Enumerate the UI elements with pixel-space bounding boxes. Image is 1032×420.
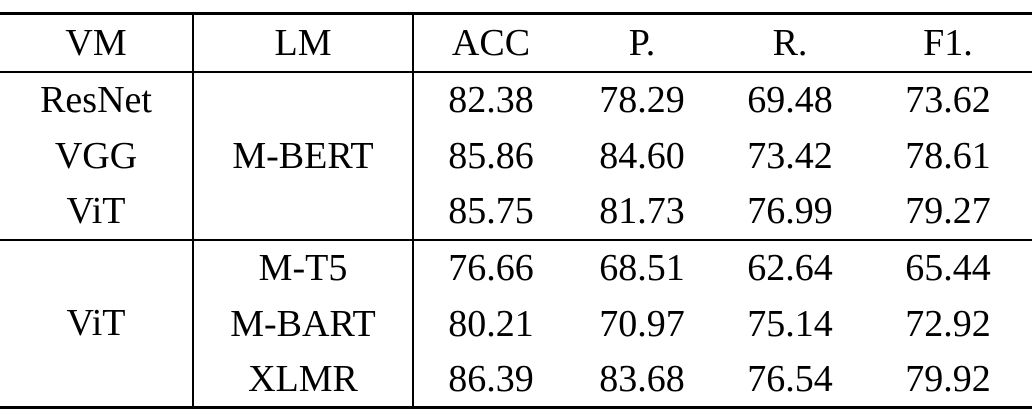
table-row: M-BART 80.21 70.97 75.14 72.92 <box>0 295 1032 352</box>
cell-precision: 68.51 <box>568 238 716 296</box>
cell-acc: 80.21 <box>448 302 534 345</box>
cell-f1: 78.61 <box>905 134 991 177</box>
cell-f1: 79.92 <box>905 357 991 400</box>
cell-lm: XLMR <box>193 351 414 408</box>
cell-lm: M-BART <box>193 295 414 352</box>
col-header-r: R. <box>716 13 864 73</box>
cell-f1: 65.44 <box>864 238 1032 296</box>
header-row: VM LM ACC P. R. F1. <box>0 13 1032 73</box>
cell-precision: 81.73 <box>599 190 685 232</box>
cell-lm-shared: M-BERT <box>193 71 414 240</box>
cell-f1: 79.27 <box>905 190 991 232</box>
cell-recall: 62.64 <box>716 238 864 296</box>
cell-vm: ResNet <box>0 71 194 128</box>
table-row: ResNet M-BERT 82.38 78.29 69.48 73.62 <box>0 71 1032 240</box>
cell-precision: 78.29 <box>599 79 685 121</box>
cell-f1: 73.62 <box>905 79 991 121</box>
col-header-p: P. <box>568 13 716 73</box>
cell-recall: 69.48 <box>747 79 833 121</box>
cell-acc: 85.86 <box>448 134 534 177</box>
col-header-f1: F1. <box>864 13 1032 73</box>
cell-precision: 83.68 <box>599 357 685 400</box>
cell-vm: ViT <box>0 183 194 240</box>
cell-recall: 73.42 <box>747 134 833 177</box>
table-row: ViT 85.75 81.73 76.99 79.27 <box>0 183 1032 240</box>
results-table: VM LM ACC P. R. F1. ResNet M-BERT 82.38 … <box>0 12 1032 409</box>
cell-acc: 85.75 <box>448 190 534 232</box>
cell-recall: 76.99 <box>747 190 833 232</box>
cell-vm-shared: ViT <box>0 238 194 408</box>
cell-recall: 76.54 <box>747 357 833 400</box>
col-header-vm: VM <box>0 13 194 73</box>
cell-f1: 72.92 <box>905 302 991 345</box>
cell-acc: 82.38 <box>448 79 534 121</box>
table-row: XLMR 86.39 83.68 76.54 79.92 <box>0 351 1032 408</box>
cell-acc: 76.66 <box>413 238 568 296</box>
col-header-acc: ACC <box>413 13 568 73</box>
cell-vm: VGG <box>0 127 194 184</box>
table-row: VGG 85.86 84.60 73.42 78.61 <box>0 127 1032 184</box>
col-header-lm: LM <box>193 13 414 73</box>
cell-recall: 75.14 <box>747 302 833 345</box>
cell-precision: 84.60 <box>599 134 685 177</box>
cell-lm: M-T5 <box>193 238 414 296</box>
cell-precision: 70.97 <box>599 302 685 345</box>
cell-acc: 86.39 <box>448 357 534 400</box>
table-row: ViT M-T5 76.66 68.51 62.64 65.44 <box>0 238 1032 408</box>
